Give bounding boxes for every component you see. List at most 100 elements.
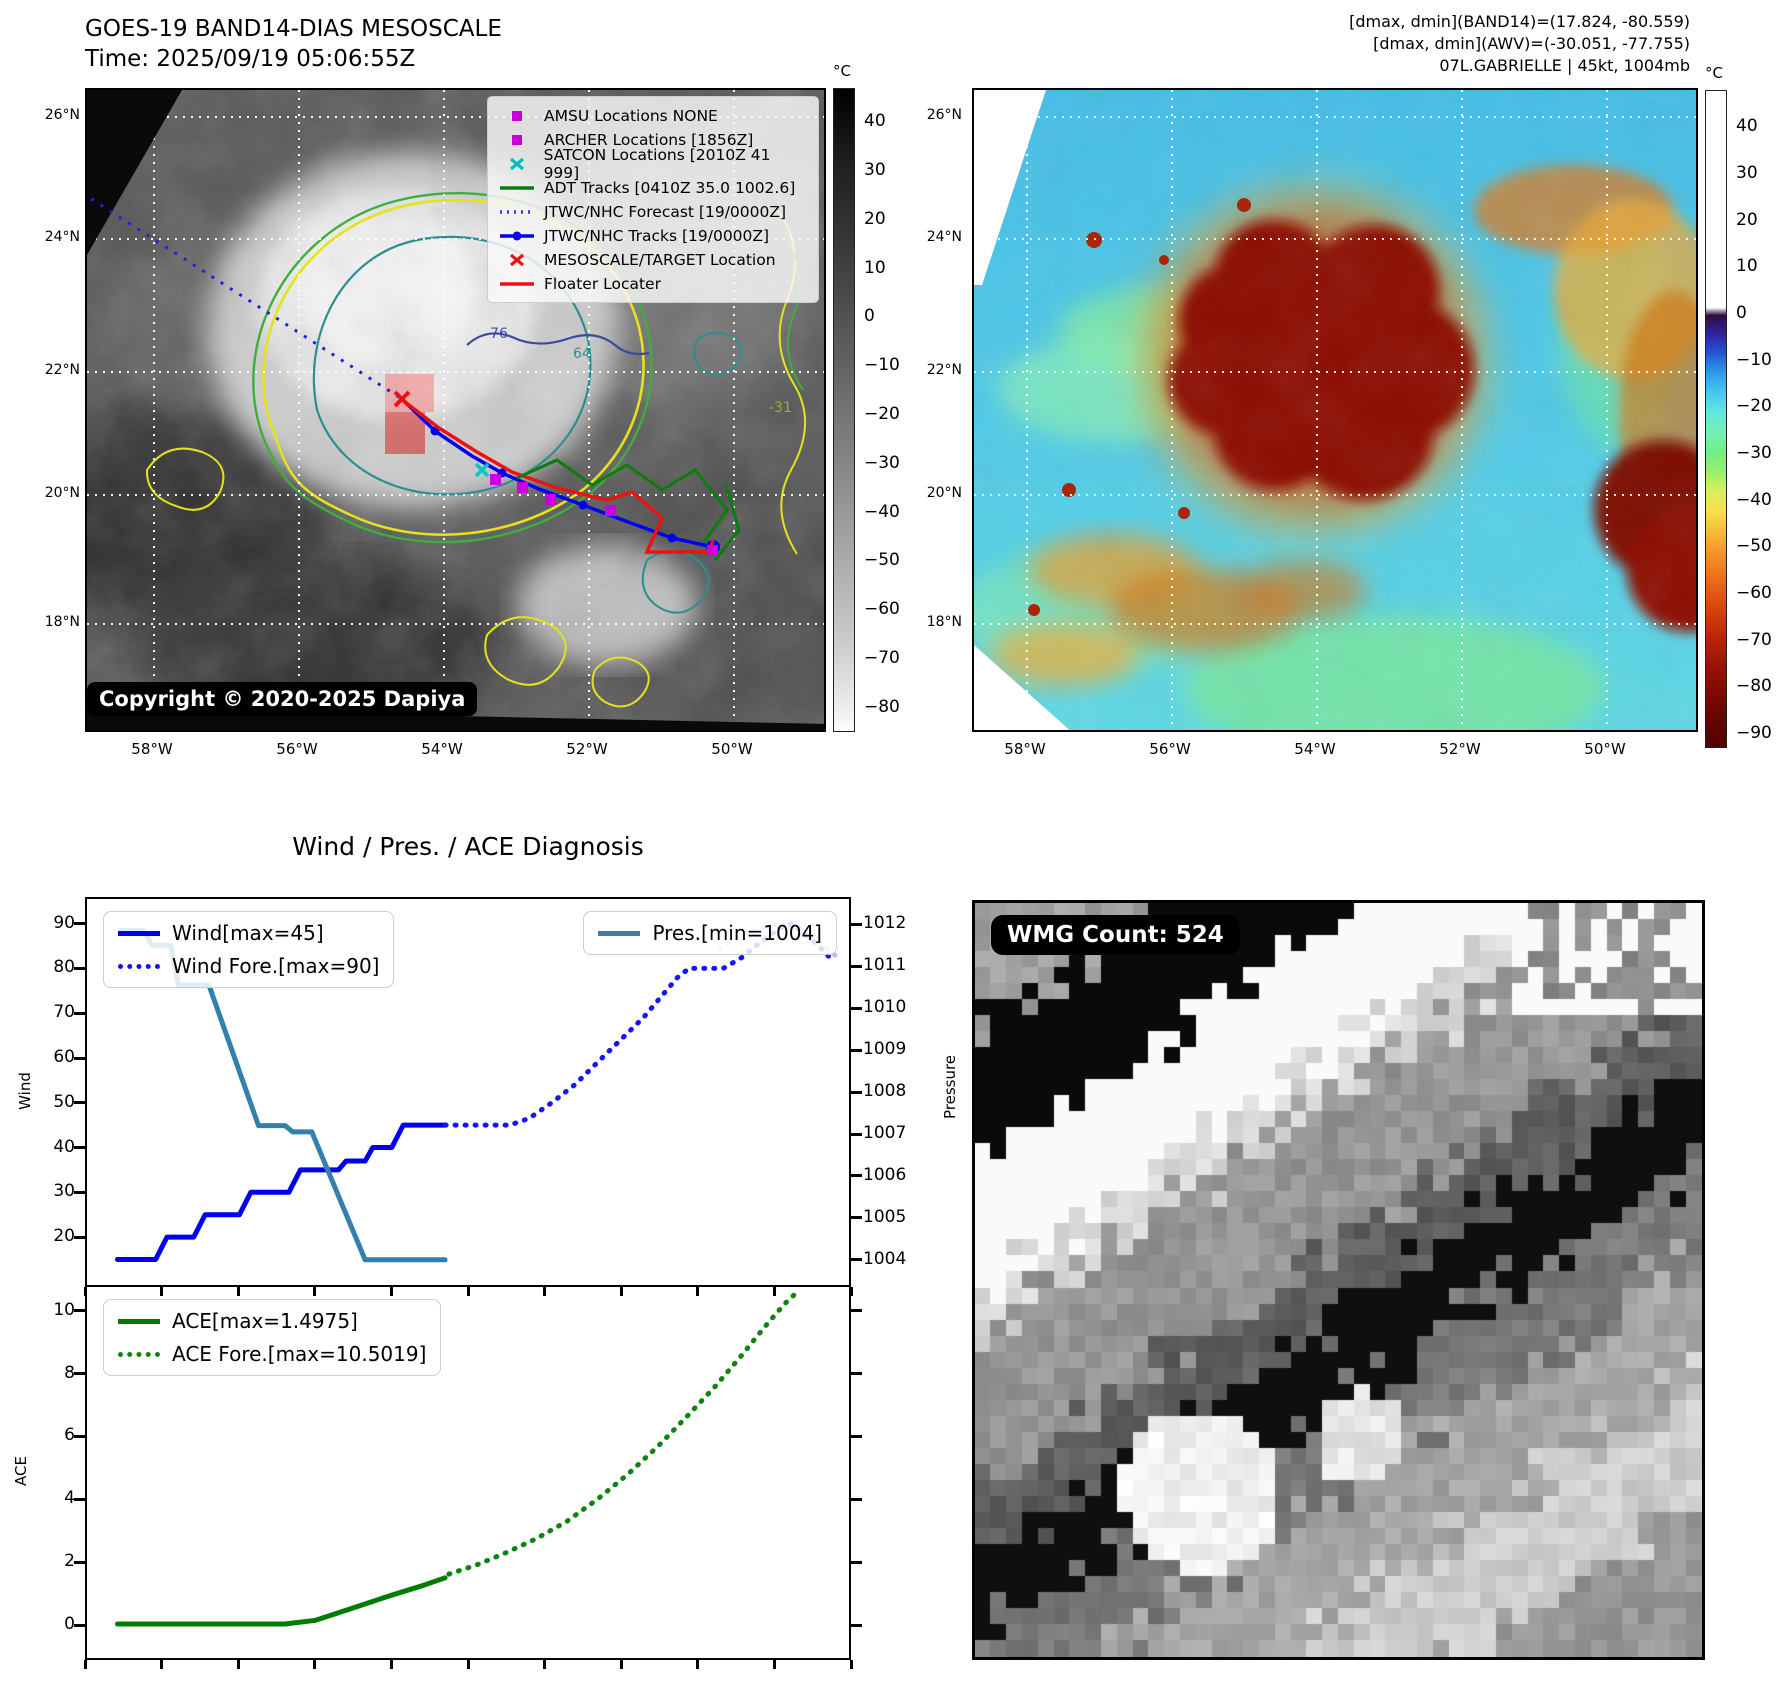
swath-edge-topleft <box>974 90 1046 285</box>
tick-mark <box>313 1660 317 1669</box>
band14-colorbar-tick: −40 <box>864 501 900 522</box>
map-legend-row: JTWC/NHC Forecast [19/0000Z] <box>498 201 808 222</box>
tick-mark <box>74 1434 85 1438</box>
band14-satellite-map: -76 64 -31 <box>85 88 826 732</box>
legend-row-wind-fore: Wind Fore.[max=90] <box>118 954 379 978</box>
tick-mark <box>851 1309 862 1313</box>
series-ace <box>115 1575 448 1627</box>
wind-ytick: 30 <box>53 1181 75 1202</box>
tick-mark <box>74 966 85 970</box>
tick-mark <box>851 964 862 968</box>
band14-colorbar-tick: −10 <box>864 355 900 376</box>
band14-colorbar-tick: −30 <box>864 452 900 473</box>
adt-track-line2 <box>713 481 741 561</box>
wind-ytick: 70 <box>53 1002 75 1023</box>
tick-mark <box>851 1623 862 1627</box>
tick-mark <box>849 1660 853 1669</box>
ace-ytick: 0 <box>64 1614 75 1634</box>
wind-fore-legend-label: Wind Fore.[max=90] <box>172 954 380 978</box>
awv-colorbar-tick: 10 <box>1736 256 1758 277</box>
awv-map-art <box>974 90 1696 730</box>
lon-tick-label: 50°W <box>711 740 753 758</box>
wmg-count-badge: WMG Count: 524 <box>991 915 1240 955</box>
tick-mark <box>74 1372 85 1375</box>
tick-mark <box>543 1660 547 1669</box>
band14-colorbar-tick: 0 <box>864 306 875 327</box>
band14-colorbar-tick: −20 <box>864 403 900 424</box>
satcon-marker <box>474 462 490 478</box>
ace-fore-legend-label: ACE Fore.[max=10.5019] <box>172 1342 427 1366</box>
awv-colorbar-tick: −20 <box>1736 396 1772 417</box>
tick-mark <box>83 1287 87 1296</box>
tick-mark <box>74 1011 85 1015</box>
wmg-panel: WMG Count: 524 <box>972 900 1705 1660</box>
ace-ytick: 6 <box>64 1425 75 1446</box>
legend-row-wind: Wind[max=45] <box>118 921 379 945</box>
map-legend-label: Floater Locater <box>544 274 661 293</box>
lon-tick-label: 56°W <box>1149 740 1191 758</box>
ace-legend-label: ACE[max=1.4975] <box>172 1309 358 1333</box>
wind-ytick: 40 <box>53 1136 75 1157</box>
tick-mark <box>696 1660 700 1669</box>
tick-mark <box>851 922 862 926</box>
tick-mark <box>74 1497 85 1501</box>
tick-mark <box>619 1660 623 1669</box>
awv-colorbar-tick: −70 <box>1736 629 1772 650</box>
map-legend-label: JTWC/NHC Tracks [19/0000Z] <box>544 226 770 245</box>
copyright-badge: Copyright © 2020-2025 Dapiya <box>87 682 478 716</box>
map-legend-row: SATCON Locations [2010Z 41 999] <box>498 146 808 182</box>
wind-fore-line-swatch <box>118 963 160 969</box>
map-legend-row: Floater Locater <box>498 273 808 294</box>
map-legend: AMSU Locations NONE ARCHER Locations [185… <box>487 96 819 303</box>
wind-legend: Wind[max=45] Wind Fore.[max=90] <box>103 911 395 988</box>
line-legend-marker <box>500 281 534 286</box>
tick-mark <box>466 1660 470 1669</box>
band14-colorbar-tick: 30 <box>864 159 886 180</box>
wind-ytick: 60 <box>53 1047 75 1067</box>
tick-mark <box>851 1372 862 1375</box>
lon-tick-label: 54°W <box>421 740 463 758</box>
legend-row-ace: ACE[max=1.4975] <box>118 1309 426 1333</box>
tick-mark <box>74 1235 85 1239</box>
pressure-ytick: 1010 <box>863 997 907 1018</box>
lat-tick-label: 20°N <box>44 485 80 501</box>
tick-mark <box>83 1660 87 1669</box>
map-legend-label: SATCON Locations [2010Z 41 999] <box>543 145 771 182</box>
timestamp: Time: 2025/09/19 05:06:55Z <box>85 46 416 72</box>
lat-tick-label: 22°N <box>44 362 80 378</box>
band14-colorbar-tick: 20 <box>864 208 886 229</box>
wmg-pixel-image <box>975 903 1702 1657</box>
map-graticule <box>974 90 1696 730</box>
wind-ytick: 50 <box>53 1091 75 1112</box>
map-legend-row: JTWC/NHC Tracks [19/0000Z] <box>498 225 808 246</box>
tick-mark <box>772 1660 776 1669</box>
legend-row-pres: Pres.[min=1004] <box>598 921 822 945</box>
wind-pressure-chart: Wind[max=45] Wind Fore.[max=90] Pres.[mi… <box>85 897 851 1287</box>
band14-colorbar-tick: 40 <box>864 111 886 132</box>
tick-mark <box>466 1287 470 1296</box>
archer-markers <box>490 474 718 556</box>
tick-mark <box>160 1660 164 1669</box>
lon-tick-label: 54°W <box>1294 740 1336 758</box>
tick-mark <box>851 1497 862 1501</box>
tick-mark <box>851 1048 862 1052</box>
tick-mark <box>851 1434 862 1438</box>
awv-colorbar <box>1705 90 1727 748</box>
pressure-ytick: 1008 <box>863 1081 907 1101</box>
band14-colorbar-tick: −70 <box>864 647 900 668</box>
pres-legend-label: Pres.[min=1004] <box>652 921 822 945</box>
awv-colorbar-unit: °C <box>1705 64 1723 82</box>
mesoscale-target-area2 <box>385 412 425 454</box>
awv-colorbar-tick: 0 <box>1736 303 1747 323</box>
ace-axis-label: ACE <box>11 1456 30 1486</box>
tick-mark <box>160 1287 164 1296</box>
tick-mark <box>851 1216 862 1220</box>
wind-axis-label: Wind <box>15 1072 34 1110</box>
ace-chart: ACE[max=1.4975] ACE Fore.[max=10.5019] <box>85 1285 851 1660</box>
wind-legend-label: Wind[max=45] <box>172 921 324 945</box>
pres-legend: Pres.[min=1004] <box>583 911 837 955</box>
awv-colorbar-tick: −50 <box>1736 536 1772 557</box>
tick-mark <box>851 1006 862 1010</box>
dmax-dmin-band14: [dmax, dmin](BAND14)=(17.824, -80.559) <box>1349 12 1690 31</box>
tick-mark <box>851 1258 862 1262</box>
